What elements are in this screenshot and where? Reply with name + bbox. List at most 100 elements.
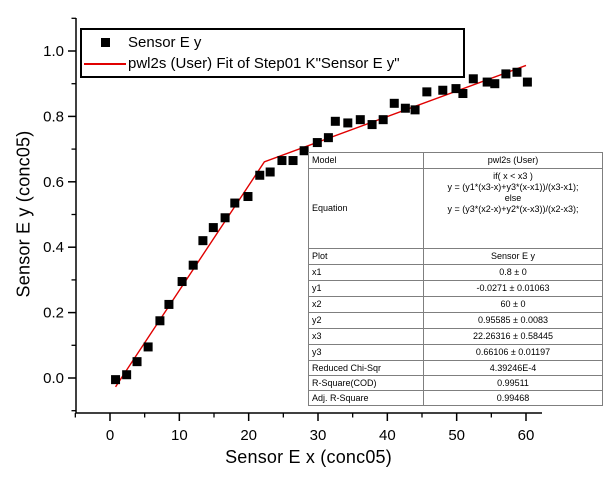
x-tick-label: 10 <box>171 427 188 444</box>
fit-line <box>114 64 527 388</box>
data-point <box>208 223 218 233</box>
data-point <box>410 105 420 115</box>
fit-line-icon <box>84 62 126 65</box>
y-tick-label: 1.0 <box>43 43 64 60</box>
data-point <box>458 89 468 99</box>
x-tick-label: 20 <box>240 427 257 444</box>
stats-row-value: 0.66106 ± 0.01197 <box>423 344 603 361</box>
stats-row: Plot Sensor E y <box>308 248 603 265</box>
legend-label-fit: pwl2s (User) Fit of Step01 K"Sensor E y" <box>128 55 400 72</box>
stats-row-value: 22.26316 ± 0.58445 <box>423 328 603 345</box>
x-tick-label: 0 <box>106 427 114 444</box>
data-point <box>164 299 174 309</box>
legend-swatch <box>82 38 128 47</box>
stats-row: x1 0.8 ± 0 <box>308 264 603 281</box>
data-point <box>143 342 153 352</box>
stats-row-value: 60 ± 0 <box>423 296 603 313</box>
data-point <box>490 79 500 89</box>
y-tick-label: 0.6 <box>43 174 64 191</box>
stats-row: x2 60 ± 0 <box>308 296 603 313</box>
data-point <box>111 375 121 385</box>
data-point <box>422 87 432 97</box>
data-point <box>323 133 333 143</box>
data-point <box>512 67 522 77</box>
stats-row: Model pwl2s (User) <box>308 152 603 169</box>
stats-row-label: Equation <box>308 168 424 249</box>
stats-row-label: x1 <box>308 264 424 281</box>
legend-entry-fit: pwl2s (User) Fit of Step01 K"Sensor E y" <box>82 53 463 74</box>
data-point <box>343 118 353 128</box>
data-point <box>312 138 322 148</box>
stats-row-label: x2 <box>308 296 424 313</box>
stats-row: y1 -0.0271 ± 0.01063 <box>308 280 603 297</box>
data-point <box>132 357 142 367</box>
data-point <box>188 260 198 270</box>
stats-row: x3 22.26316 ± 0.58445 <box>308 328 603 345</box>
legend-swatch <box>82 62 128 65</box>
stats-row-value: 0.95585 ± 0.0083 <box>423 312 603 329</box>
y-tick-label: 0.2 <box>43 305 64 322</box>
data-point <box>277 156 287 166</box>
stats-row-value: pwl2s (User) <box>423 152 603 169</box>
y-tick-label: 0.0 <box>43 370 64 387</box>
data-point <box>198 236 208 246</box>
stats-row-label: y3 <box>308 344 424 361</box>
stats-row-value: if( x < x3 ) y = (y1*(x3-x)+y3*(x-x1))/(… <box>423 168 603 249</box>
stats-row: Adj. R-Square 0.99468 <box>308 390 603 406</box>
data-point <box>122 370 132 380</box>
data-point <box>177 277 187 287</box>
stats-row-label: Plot <box>308 248 424 265</box>
data-point <box>288 156 298 166</box>
stats-row-value: 0.99511 <box>423 375 603 391</box>
data-point <box>330 116 340 126</box>
data-point <box>438 85 448 95</box>
data-point <box>355 115 365 125</box>
stats-row: y3 0.66106 ± 0.01197 <box>308 344 603 361</box>
x-tick-label: 50 <box>448 427 465 444</box>
stats-row-value: 0.99468 <box>423 390 603 406</box>
y-tick-label: 0.4 <box>43 239 64 256</box>
fit-stats-table: Model pwl2s (User) Equation if( x < x3 ) y … <box>308 152 603 406</box>
stats-row-value: 4.39246E-4 <box>423 360 603 376</box>
data-point <box>155 316 165 326</box>
stats-row-label: x3 <box>308 328 424 345</box>
stats-row-label: y1 <box>308 280 424 297</box>
stats-row-label: y2 <box>308 312 424 329</box>
legend-label-scatter: Sensor E y <box>128 34 202 51</box>
data-point <box>367 120 377 130</box>
stats-row: y2 0.95585 ± 0.0083 <box>308 312 603 329</box>
stats-row-label: Reduced Chi-Sqr <box>308 360 424 376</box>
data-point <box>482 77 492 87</box>
x-tick-label: 60 <box>518 427 535 444</box>
stats-row-value: -0.0271 ± 0.01063 <box>423 280 603 297</box>
x-tick-label: 30 <box>310 427 327 444</box>
y-axis-title: Sensor E y (conc05) <box>13 130 34 298</box>
x-tick-label: 40 <box>379 427 396 444</box>
stats-row: R-Square(COD) 0.99511 <box>308 375 603 391</box>
stats-row: Equation if( x < x3 ) y = (y1*(x3-x)+y3*(… <box>308 168 603 249</box>
legend-box: Sensor E y pwl2s (User) Fit of Step01 K"… <box>80 28 465 78</box>
data-point <box>468 74 478 84</box>
stats-row-label: R-Square(COD) <box>308 375 424 391</box>
y-tick-label: 0.8 <box>43 108 64 125</box>
scatter-marker-icon <box>100 38 110 47</box>
x-axis-title: Sensor E x (conc05) <box>225 447 392 467</box>
stats-row: Reduced Chi-Sqr 4.39246E-4 <box>308 360 603 376</box>
data-point <box>265 167 275 177</box>
legend-entry-scatter: Sensor E y <box>82 32 463 53</box>
data-point <box>389 98 399 108</box>
stats-row-value: Sensor E y <box>423 248 603 265</box>
data-point <box>522 77 532 87</box>
data-point <box>501 69 511 79</box>
data-point <box>378 115 388 125</box>
stats-row-label: Adj. R-Square <box>308 390 424 406</box>
data-point <box>299 146 309 156</box>
data-point <box>451 84 461 94</box>
stats-row-value: 0.8 ± 0 <box>423 264 603 281</box>
data-point <box>255 170 265 180</box>
data-point <box>230 198 240 208</box>
data-point <box>220 213 230 223</box>
data-point <box>243 192 253 202</box>
